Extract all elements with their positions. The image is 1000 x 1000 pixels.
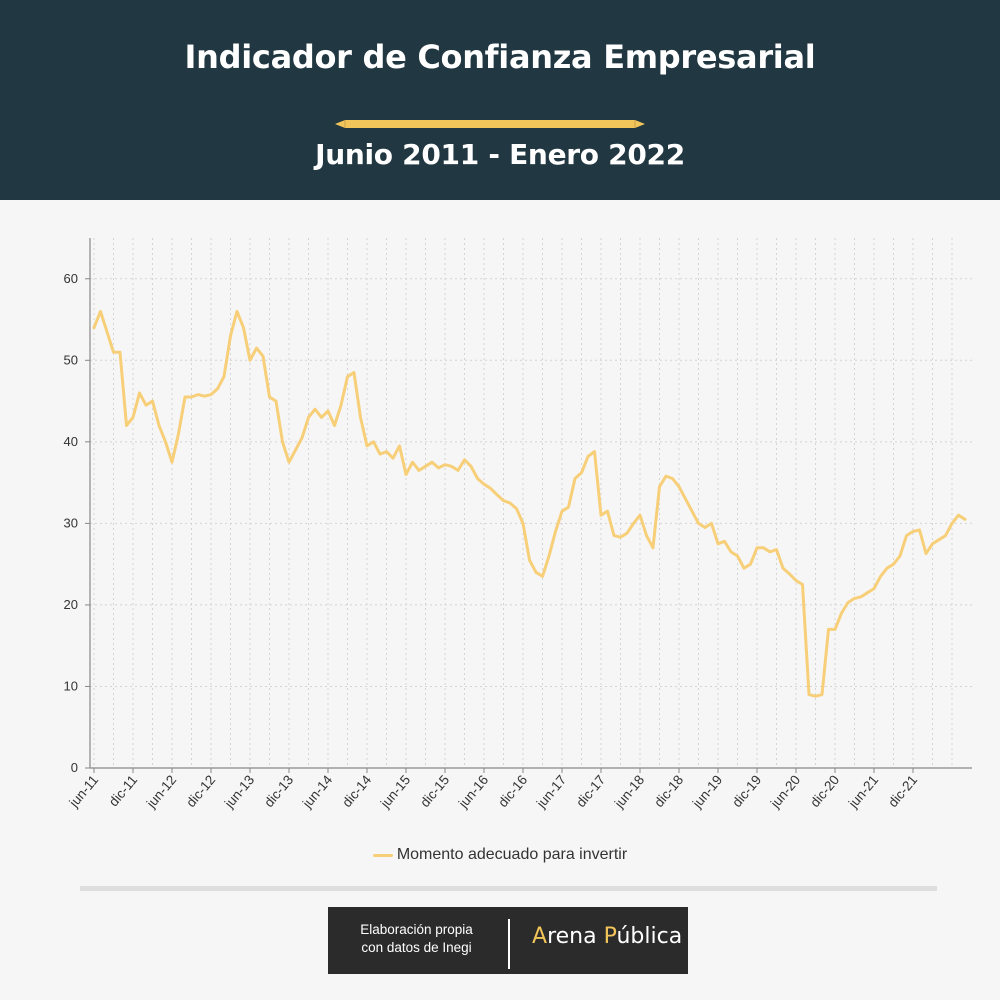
header-banner: Indicador de Confianza Empresarial Junio… [0, 0, 1000, 200]
x-tick-label: dic-18 [651, 772, 686, 810]
y-tick-label: 0 [71, 760, 78, 775]
legend: Momento adecuado para invertir [0, 846, 1000, 864]
chart-subtitle: Junio 2011 - Enero 2022 [315, 138, 685, 171]
x-tick-label: dic-12 [183, 772, 218, 810]
y-tick-labels: 0 10 20 30 40 50 60 [64, 271, 78, 775]
y-tick-label: 60 [64, 271, 78, 286]
brand-logo: Arena Pública [532, 924, 683, 949]
x-tick-label: dic-15 [417, 772, 452, 810]
y-tick-label: 10 [64, 678, 78, 693]
pencil-divider-icon [335, 120, 645, 128]
x-tick-labels: jun-11 dic-11 jun-12 dic-12 jun-13 dic-13 jun-… [66, 772, 921, 812]
series-line-momento-adecuado-para-invertir [92, 309, 967, 698]
x-tick-label: dic-14 [339, 772, 374, 810]
x-tick-label: jun-20 [767, 772, 803, 811]
x-tick-label: jun-14 [299, 772, 336, 812]
series-layer [92, 309, 967, 698]
x-tick-label: dic-20 [807, 772, 842, 810]
divider [80, 886, 937, 891]
x-tick-label: jun-17 [533, 772, 569, 811]
y-tick-label: 30 [64, 515, 78, 530]
x-tick-label: jun-18 [611, 772, 647, 811]
footer-box: Elaboración propia con datos de Inegi Ar… [328, 907, 688, 974]
x-tick-label: dic-13 [261, 772, 296, 810]
y-tick-label: 20 [64, 597, 78, 612]
x-tick-label: dic-11 [106, 772, 140, 809]
footer-separator [508, 919, 510, 969]
x-tick-label: jun-13 [221, 772, 257, 811]
x-tick-label: jun-11 [66, 772, 102, 810]
chart-title: Indicador de Confianza Empresarial [184, 38, 816, 76]
y-tick-label: 50 [64, 352, 78, 367]
footer-credit: Elaboración propia con datos de Inegi [328, 921, 505, 957]
x-tick-label: dic-21 [885, 772, 920, 810]
x-tick-label: dic-17 [573, 772, 608, 810]
x-tick-label: jun-21 [845, 772, 881, 811]
legend-label: Momento adecuado para invertir [396, 846, 628, 863]
grid-lines [90, 238, 972, 768]
axes [85, 238, 972, 773]
x-tick-label: jun-12 [143, 772, 179, 811]
credit-line-1: Elaboración propia [360, 922, 473, 937]
y-tick-label: 40 [64, 434, 78, 449]
x-tick-label: jun-16 [455, 772, 491, 811]
x-tick-label: dic-19 [729, 772, 764, 810]
credit-line-2: con datos de Inegi [361, 940, 472, 955]
x-tick-label: dic-16 [495, 772, 530, 810]
legend-swatch [372, 853, 393, 857]
x-tick-label: jun-19 [689, 772, 725, 811]
x-tick-label: jun-15 [377, 772, 413, 811]
